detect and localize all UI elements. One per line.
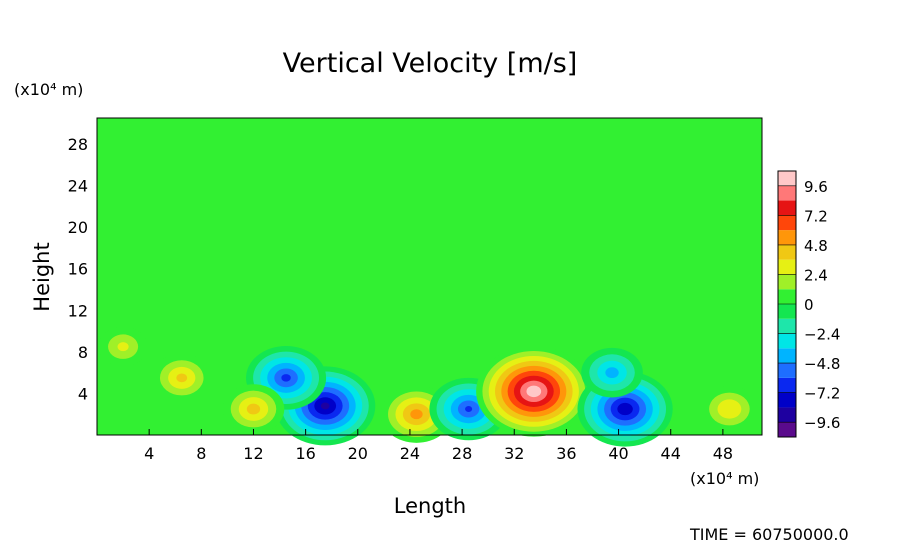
- colorbar-swatch: [778, 185, 796, 201]
- y-axis-label: Height: [30, 242, 54, 311]
- colorbar-tick-label: −4.8: [804, 355, 840, 373]
- x-tick-label: 12: [243, 444, 263, 463]
- contour-band: [320, 402, 330, 410]
- time-label: TIME = 60750000.0: [689, 525, 849, 544]
- x-tick-label: 8: [196, 444, 206, 463]
- y-tick-label: 12: [68, 301, 88, 320]
- y-tick-label: 24: [68, 177, 88, 196]
- x-axis-label: Length: [394, 494, 466, 518]
- colorbar-swatch: [778, 289, 796, 304]
- x-tick-label: 48: [713, 444, 733, 463]
- colorbar-swatch: [778, 171, 796, 186]
- x-tick-label: 16: [295, 444, 315, 463]
- colorbar-swatch: [778, 230, 796, 245]
- y-tick-label: 20: [68, 218, 88, 237]
- x-tick-label: 28: [452, 444, 472, 463]
- plot-frame: [96, 117, 763, 436]
- field-feature-updraft: [151, 353, 212, 402]
- x-tick-label: 36: [556, 444, 576, 463]
- y-axis-unit: (x10⁴ m): [14, 80, 83, 99]
- colorbar: 9.6 7.2 4.8 2.4 0 −2.4 −4.8 −7.2 −9.6: [777, 170, 840, 438]
- field-feature-downdraft: [581, 347, 643, 398]
- y-tick-label: 28: [68, 135, 88, 154]
- colorbar-tick-label: −9.6: [804, 414, 840, 432]
- contour-band: [526, 385, 542, 398]
- contour-band: [410, 409, 423, 420]
- colorbar-swatch: [778, 304, 796, 319]
- colorbar-swatch: [778, 333, 796, 349]
- x-tick-label: 20: [348, 444, 368, 463]
- colorbar-swatch: [778, 200, 796, 216]
- colorbar-swatch: [778, 259, 796, 275]
- contour-band: [246, 403, 261, 415]
- colorbar-swatch: [778, 363, 796, 378]
- y-tick-label: 16: [68, 260, 88, 279]
- x-tick-label: 32: [504, 444, 524, 463]
- colorbar-swatch: [778, 274, 796, 290]
- colorbar-swatch: [778, 377, 796, 393]
- plot-area: [96, 117, 763, 447]
- x-axis-unit: (x10⁴ m): [690, 469, 759, 488]
- contour-band: [717, 399, 742, 419]
- y-tick-label: 4: [78, 384, 88, 403]
- y-axis-ticks: 4 8 12 16 20 24 28: [68, 135, 103, 403]
- x-tick-label: 44: [661, 444, 681, 463]
- contour-band: [605, 367, 619, 379]
- contour-band: [117, 342, 129, 352]
- chart-title: Vertical Velocity [m/s]: [283, 48, 578, 79]
- field-feature-updraft: [98, 326, 148, 367]
- colorbar-tick-label: 7.2: [804, 207, 828, 225]
- x-tick-label: 40: [608, 444, 628, 463]
- colorbar-swatch: [778, 348, 796, 364]
- colorbar-tick-label: 0: [804, 296, 814, 314]
- field-feature-updraft: [700, 385, 759, 433]
- x-tick-label: 4: [144, 444, 154, 463]
- colorbar-tick-label: −2.4: [804, 326, 840, 344]
- colorbar-swatch: [778, 244, 796, 260]
- field-feature-updraft: [476, 346, 592, 437]
- contour-band: [617, 402, 633, 416]
- colorbar-swatch: [778, 215, 796, 231]
- x-tick-label: 24: [400, 444, 420, 463]
- colorbar-tick-label: 9.6: [804, 178, 828, 196]
- colorbar-swatch: [778, 392, 796, 408]
- colorbar-swatch: [778, 318, 796, 334]
- contour-band: [176, 373, 188, 383]
- x-axis-ticks: 4 8 12 16 20 24 28 32 36 40 44 48: [144, 429, 733, 463]
- colorbar-swatch: [778, 422, 796, 437]
- colorbar-tick-label: 4.8: [804, 237, 828, 255]
- contour-band: [281, 374, 291, 382]
- field-feature-updraft: [222, 384, 285, 434]
- colorbar-swatch: [778, 407, 796, 423]
- colorbar-tick-label: 2.4: [804, 266, 828, 284]
- y-tick-label: 8: [78, 343, 88, 362]
- colorbar-tick-label: −7.2: [804, 385, 840, 403]
- contour-band: [465, 406, 473, 413]
- velocity-field: [98, 326, 759, 447]
